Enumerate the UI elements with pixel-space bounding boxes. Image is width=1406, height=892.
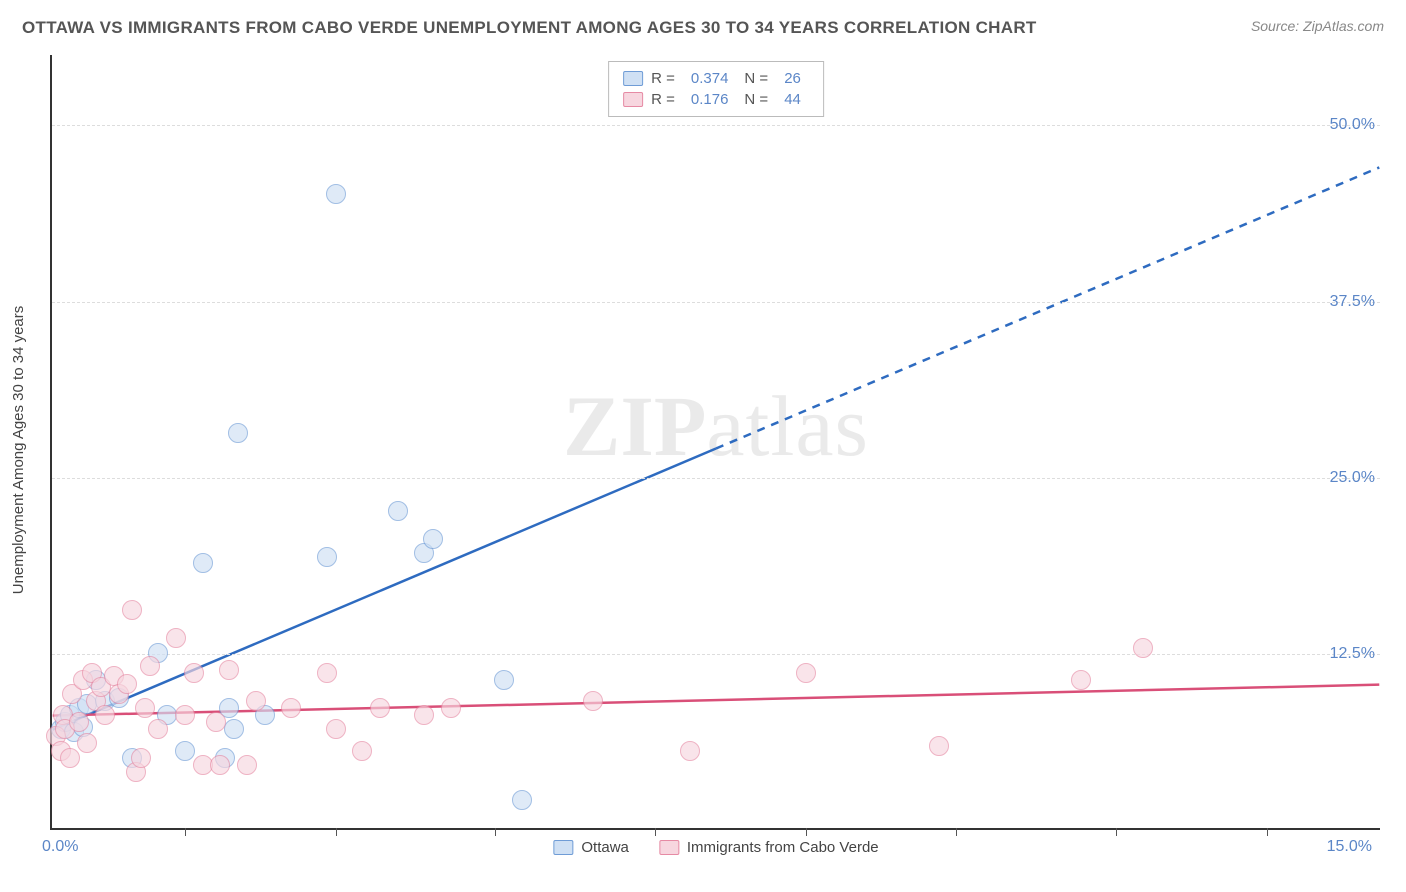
scatter-point — [246, 691, 266, 711]
gridline-h — [52, 478, 1380, 479]
legend-series-label: Ottawa — [581, 839, 629, 856]
scatter-point — [414, 705, 434, 725]
legend-series-label: Immigrants from Cabo Verde — [687, 839, 879, 856]
legend-n-label: N = — [744, 91, 768, 108]
scatter-point — [184, 663, 204, 683]
scatter-point — [140, 656, 160, 676]
x-tick — [336, 828, 337, 836]
gridline-h — [52, 654, 1380, 655]
legend-stats: R = 0.374 N = 26 R = 0.176 N = 44 — [608, 61, 824, 117]
scatter-point — [1071, 670, 1091, 690]
scatter-point — [929, 736, 949, 756]
scatter-point — [680, 741, 700, 761]
scatter-point — [388, 501, 408, 521]
x-tick — [1267, 828, 1268, 836]
trend-lines — [52, 55, 1380, 828]
chart-title: OTTAWA VS IMMIGRANTS FROM CABO VERDE UNE… — [22, 18, 1037, 38]
legend-swatch — [623, 92, 643, 107]
scatter-point — [224, 719, 244, 739]
watermark: ZIPatlas — [563, 376, 869, 476]
scatter-point — [131, 748, 151, 768]
legend-r-label: R = — [651, 70, 675, 87]
y-tick-label: 25.0% — [1330, 469, 1385, 487]
scatter-point — [352, 741, 372, 761]
scatter-point — [317, 547, 337, 567]
scatter-point — [326, 184, 346, 204]
y-tick-label: 37.5% — [1330, 293, 1385, 311]
y-tick-label: 12.5% — [1330, 645, 1385, 663]
scatter-point — [175, 741, 195, 761]
legend-stat-row: R = 0.374 N = 26 — [623, 68, 809, 89]
scatter-point — [583, 691, 603, 711]
legend-swatch — [623, 71, 643, 86]
y-axis-title: Unemployment Among Ages 30 to 34 years — [10, 306, 27, 595]
x-tick — [185, 828, 186, 836]
scatter-point — [317, 663, 337, 683]
legend-swatch — [553, 840, 573, 855]
legend-n-value: 44 — [776, 91, 809, 108]
scatter-point — [175, 705, 195, 725]
legend-r-label: R = — [651, 91, 675, 108]
scatter-point — [512, 790, 532, 810]
scatter-point — [148, 719, 168, 739]
scatter-point — [370, 698, 390, 718]
scatter-point — [193, 553, 213, 573]
scatter-point — [60, 748, 80, 768]
scatter-point — [494, 670, 514, 690]
scatter-point — [326, 719, 346, 739]
plot-area: ZIPatlas R =0.374N =26R =0.176N =44 Otta… — [50, 55, 1380, 830]
x-tick — [495, 828, 496, 836]
scatter-point — [1133, 638, 1153, 658]
y-tick-label: 50.0% — [1330, 116, 1385, 134]
scatter-point — [423, 529, 443, 549]
scatter-point — [237, 755, 257, 775]
chart-source: Source: ZipAtlas.com — [1251, 18, 1384, 34]
legend-stat-row: R = 0.176 N = 44 — [623, 89, 809, 110]
legend-r-value: 0.176 — [683, 91, 737, 108]
x-tick — [1116, 828, 1117, 836]
correlation-chart: OTTAWA VS IMMIGRANTS FROM CABO VERDE UNE… — [0, 0, 1406, 892]
legend-series: Ottawa Immigrants from Cabo Verde — [553, 839, 878, 856]
legend-r-value: 0.374 — [683, 70, 737, 87]
legend-n-value: 26 — [776, 70, 809, 87]
legend-series-item: Immigrants from Cabo Verde — [659, 839, 879, 856]
x-min-label: 0.0% — [42, 838, 78, 856]
legend-swatch — [659, 840, 679, 855]
scatter-point — [796, 663, 816, 683]
x-tick — [956, 828, 957, 836]
legend-n-label: N = — [744, 70, 768, 87]
scatter-point — [95, 705, 115, 725]
scatter-point — [228, 423, 248, 443]
x-tick — [806, 828, 807, 836]
scatter-point — [166, 628, 186, 648]
gridline-h — [52, 302, 1380, 303]
scatter-point — [210, 755, 230, 775]
scatter-point — [135, 698, 155, 718]
scatter-point — [441, 698, 461, 718]
legend-series-item: Ottawa — [553, 839, 629, 856]
scatter-point — [206, 712, 226, 732]
scatter-point — [117, 674, 137, 694]
x-tick — [655, 828, 656, 836]
scatter-point — [69, 712, 89, 732]
scatter-point — [77, 733, 97, 753]
x-max-label: 15.0% — [1327, 838, 1372, 856]
scatter-point — [219, 660, 239, 680]
scatter-point — [122, 600, 142, 620]
scatter-point — [281, 698, 301, 718]
gridline-h — [52, 125, 1380, 126]
